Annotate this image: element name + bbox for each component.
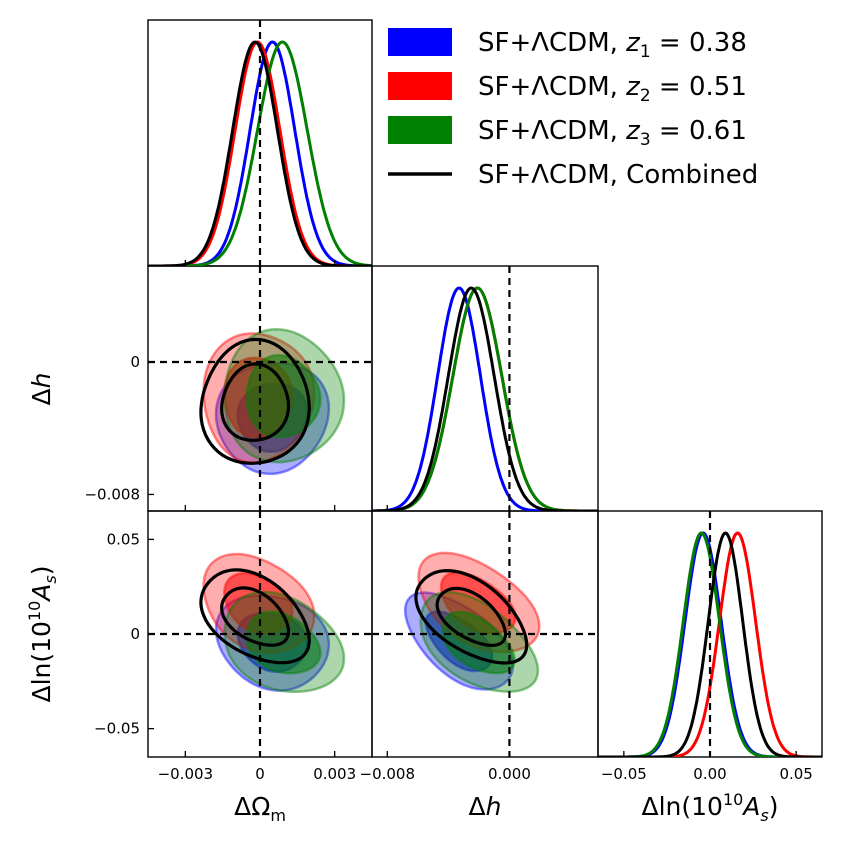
contour-68-series-4 — [220, 362, 291, 442]
contours-dh-vs-dOm — [199, 327, 346, 476]
x-axis-label-domega: ΔΩm — [234, 792, 286, 825]
y-axis-label-dh: Δh — [27, 373, 56, 406]
x-tick-label: 0.00 — [693, 765, 726, 783]
marginal-curve-series-1 — [372, 286, 598, 511]
contour-68-series-4 — [220, 586, 291, 647]
y-tick-label: 0 — [130, 353, 140, 371]
x-tick-label: 0 — [255, 765, 265, 783]
y-axis-label-dlnas: Δln(1010As) — [25, 565, 60, 702]
x-tick-label: 0.000 — [488, 765, 531, 783]
contours-dlnAs-vs-dOm — [199, 552, 346, 694]
legend: SF+ΛCDM, z1 = 0.38 SF+ΛCDM, z2 = 0.51 SF+Λ… — [388, 28, 758, 190]
contour-95-series-4 — [199, 337, 311, 465]
marginal-dh — [372, 286, 598, 511]
contour-68-series-4 — [435, 586, 508, 648]
contour-95-series-4 — [199, 568, 311, 665]
x-tick-label: 0.003 — [313, 765, 356, 783]
x-tick-label: −0.05 — [601, 765, 647, 783]
x-axis-label-dh: Δh — [469, 792, 502, 821]
legend-swatch-3 — [388, 116, 452, 144]
y-tick-label: −0.008 — [84, 485, 140, 503]
x-axis-label-dlnas: Δln(1010As) — [641, 790, 778, 825]
contour-95-series-4 — [414, 568, 529, 665]
legend-swatch-2 — [388, 72, 452, 100]
x-tick-label: 0.05 — [779, 765, 812, 783]
x-tick-label: −0.003 — [158, 765, 214, 783]
legend-label-3: SF+ΛCDM, z3 = 0.61 — [478, 116, 747, 150]
y-tick-label: −0.05 — [94, 720, 140, 738]
legend-label-1: SF+ΛCDM, z1 = 0.38 — [478, 28, 747, 62]
x-tick-label: −0.008 — [360, 765, 416, 783]
marginal-curve-series-2 — [598, 531, 822, 757]
y-tick-label: 0.05 — [107, 530, 140, 548]
y-tick-label: 0 — [130, 625, 140, 643]
legend-label-2: SF+ΛCDM, z2 = 0.51 — [478, 72, 747, 106]
contours-dlnAs-vs-dh — [403, 551, 541, 693]
marginal-curve-series-4 — [372, 286, 598, 511]
legend-swatch-1 — [388, 28, 452, 56]
legend-label-4: SF+ΛCDM, Combined — [478, 160, 758, 190]
